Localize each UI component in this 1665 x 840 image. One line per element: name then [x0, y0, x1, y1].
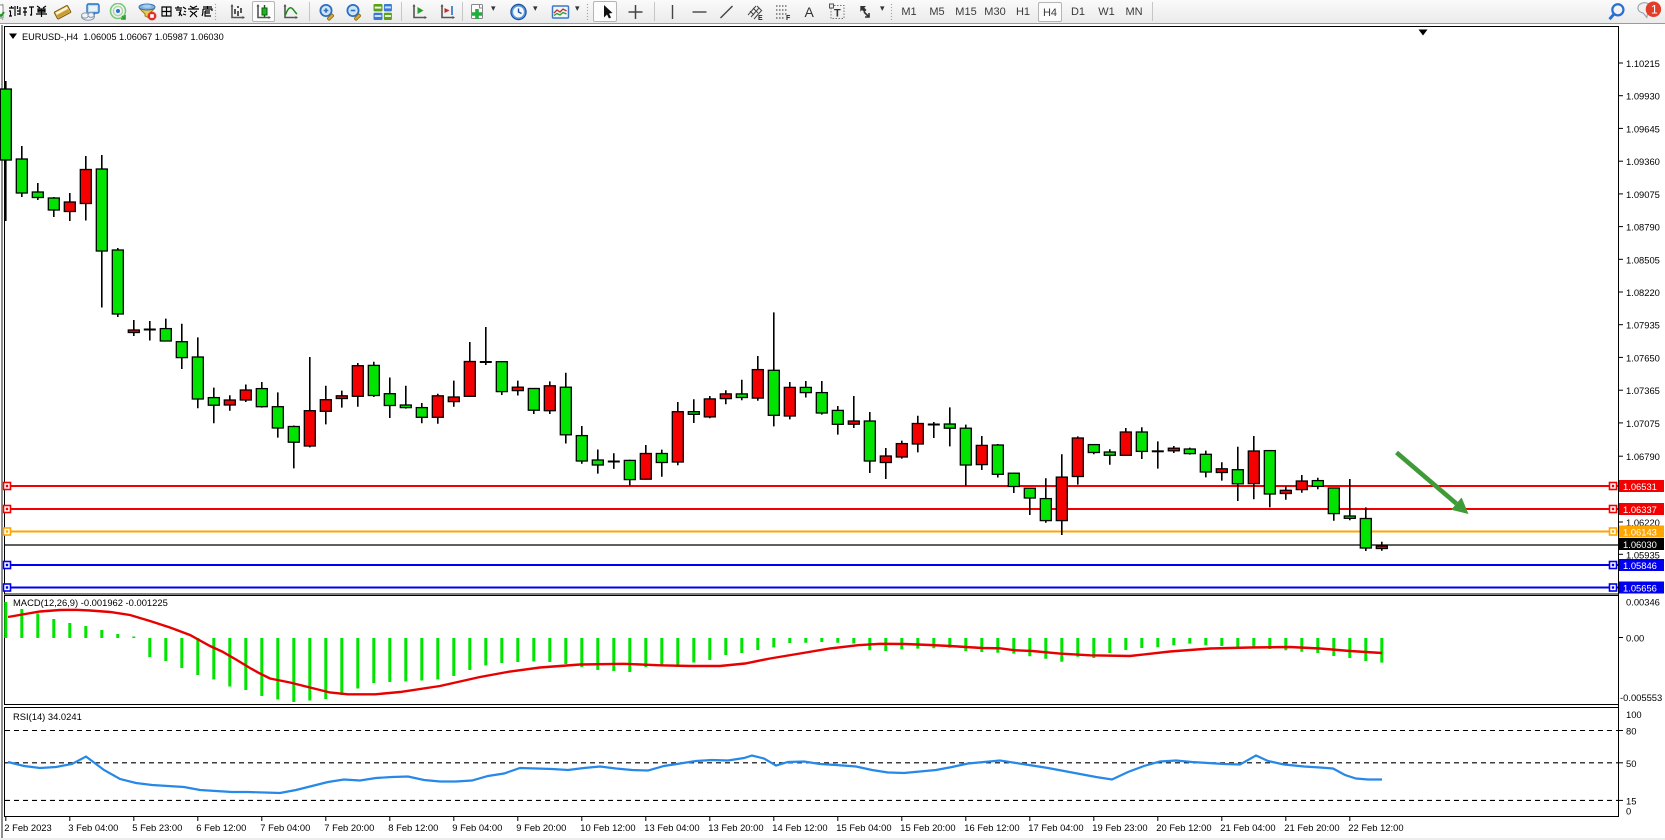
svg-text:E: E	[758, 15, 763, 21]
svg-text:RSI(14) 34.0241: RSI(14) 34.0241	[13, 711, 82, 722]
svg-text:80: 80	[1626, 726, 1636, 737]
svg-text:15 Feb 20:00: 15 Feb 20:00	[900, 822, 955, 833]
svg-text:7 Feb 20:00: 7 Feb 20:00	[324, 822, 374, 833]
svg-text:15: 15	[1626, 795, 1636, 806]
svg-text:16 Feb 12:00: 16 Feb 12:00	[964, 822, 1019, 833]
svg-text:22 Feb 12:00: 22 Feb 12:00	[1348, 822, 1403, 833]
svg-text:8 Feb 12:00: 8 Feb 12:00	[388, 822, 438, 833]
svg-text:100: 100	[1626, 709, 1642, 720]
svg-text:1.06220: 1.06220	[1626, 517, 1660, 528]
svg-text:1.07935: 1.07935	[1626, 320, 1660, 331]
svg-text:1.07075: 1.07075	[1626, 418, 1660, 429]
svg-text:5 Feb 23:00: 5 Feb 23:00	[132, 822, 182, 833]
svg-text:9 Feb 20:00: 9 Feb 20:00	[516, 822, 566, 833]
svg-text:A: A	[805, 4, 815, 20]
svg-text:1.09360: 1.09360	[1626, 156, 1660, 167]
svg-text:20 Feb 12:00: 20 Feb 12:00	[1156, 822, 1211, 833]
svg-text:1.05846: 1.05846	[1623, 560, 1657, 571]
svg-text:0.00: 0.00	[1626, 633, 1644, 644]
svg-text:6 Feb 12:00: 6 Feb 12:00	[196, 822, 246, 833]
svg-text:MACD(12,26,9) -0.001962 -0.001: MACD(12,26,9) -0.001962 -0.001225	[13, 597, 168, 608]
svg-text:1.09645: 1.09645	[1626, 123, 1660, 134]
svg-text:1.08790: 1.08790	[1626, 222, 1660, 233]
svg-text:19 Feb 23:00: 19 Feb 23:00	[1092, 822, 1147, 833]
svg-text:T: T	[834, 8, 841, 20]
svg-text:2 Feb 2023: 2 Feb 2023	[4, 822, 51, 833]
svg-text:1.05656: 1.05656	[1623, 583, 1657, 594]
svg-text:10 Feb 12:00: 10 Feb 12:00	[580, 822, 635, 833]
svg-text:9 Feb 04:00: 9 Feb 04:00	[452, 822, 502, 833]
svg-text:1.10215: 1.10215	[1626, 58, 1660, 69]
svg-text:1.09075: 1.09075	[1626, 189, 1660, 200]
svg-text:1.08220: 1.08220	[1626, 287, 1660, 298]
svg-text:1.06337: 1.06337	[1623, 504, 1657, 515]
svg-text:1.06143: 1.06143	[1623, 527, 1657, 538]
svg-text:1: 1	[1651, 3, 1658, 17]
svg-text:21 Feb 20:00: 21 Feb 20:00	[1284, 822, 1339, 833]
svg-text:1.08505: 1.08505	[1626, 254, 1660, 265]
svg-text:7 Feb 04:00: 7 Feb 04:00	[260, 822, 310, 833]
svg-text:21 Feb 04:00: 21 Feb 04:00	[1220, 822, 1275, 833]
svg-text:F: F	[786, 15, 791, 21]
svg-text:EURUSD-,H4 1.06005 1.06067 1.: EURUSD-,H4 1.06005 1.06067 1.05987 1.060…	[22, 32, 224, 42]
svg-text:13 Feb 20:00: 13 Feb 20:00	[708, 822, 763, 833]
svg-text:1.06790: 1.06790	[1626, 451, 1660, 462]
svg-text:1.05935: 1.05935	[1626, 549, 1660, 560]
svg-text:50: 50	[1626, 758, 1636, 769]
svg-text:1.09930: 1.09930	[1626, 91, 1660, 102]
svg-text:3 Feb 04:00: 3 Feb 04:00	[68, 822, 118, 833]
svg-text:15 Feb 04:00: 15 Feb 04:00	[836, 822, 891, 833]
svg-text:17 Feb 04:00: 17 Feb 04:00	[1028, 822, 1083, 833]
svg-text:1.07365: 1.07365	[1626, 385, 1660, 396]
svg-text:14 Feb 12:00: 14 Feb 12:00	[772, 822, 827, 833]
svg-text:0.00346: 0.00346	[1626, 597, 1660, 608]
svg-text:1.06531: 1.06531	[1623, 481, 1657, 492]
svg-text:1.07650: 1.07650	[1626, 352, 1660, 363]
svg-text:1.06030: 1.06030	[1623, 539, 1657, 550]
svg-text:0: 0	[1626, 806, 1631, 817]
svg-text:13 Feb 04:00: 13 Feb 04:00	[644, 822, 699, 833]
svg-text:-0.005553: -0.005553	[1620, 692, 1662, 703]
